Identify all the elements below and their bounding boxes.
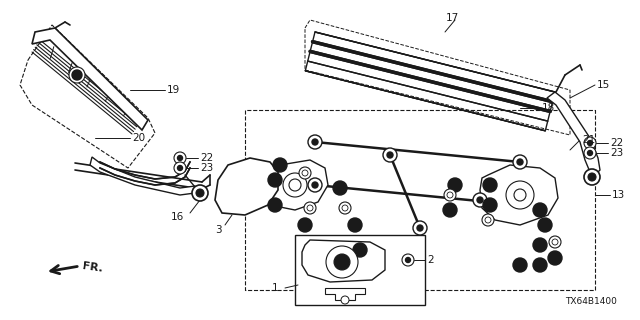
Circle shape [513, 155, 527, 169]
Circle shape [326, 246, 358, 278]
Circle shape [473, 193, 487, 207]
Circle shape [552, 239, 558, 245]
Circle shape [342, 205, 348, 211]
Polygon shape [305, 32, 555, 131]
Circle shape [177, 156, 182, 161]
Text: 23: 23 [200, 163, 213, 173]
Circle shape [448, 178, 462, 192]
Circle shape [588, 140, 593, 146]
Polygon shape [295, 235, 425, 305]
Circle shape [514, 189, 526, 201]
Circle shape [69, 67, 85, 83]
Circle shape [443, 203, 457, 217]
Text: 2: 2 [427, 255, 434, 265]
Circle shape [298, 218, 312, 232]
Circle shape [72, 70, 82, 80]
Circle shape [387, 152, 393, 158]
Circle shape [268, 173, 282, 187]
Text: FR.: FR. [82, 260, 104, 273]
Circle shape [402, 254, 414, 266]
Circle shape [341, 296, 349, 304]
Circle shape [584, 137, 596, 149]
Circle shape [533, 258, 547, 272]
Circle shape [308, 135, 322, 149]
Circle shape [406, 258, 410, 262]
Circle shape [174, 162, 186, 174]
Text: 22: 22 [200, 153, 213, 163]
Polygon shape [32, 28, 148, 130]
Circle shape [192, 185, 208, 201]
Circle shape [413, 221, 427, 235]
Text: 18: 18 [542, 103, 556, 113]
Polygon shape [260, 160, 328, 210]
Polygon shape [547, 92, 600, 175]
Text: 21: 21 [582, 135, 595, 145]
Text: 17: 17 [445, 13, 459, 23]
Polygon shape [302, 240, 385, 282]
Text: 20: 20 [132, 133, 145, 143]
Polygon shape [325, 288, 365, 300]
Circle shape [348, 218, 362, 232]
Text: 16: 16 [171, 212, 184, 222]
Circle shape [588, 173, 596, 181]
Circle shape [268, 198, 282, 212]
Text: 1: 1 [271, 283, 278, 293]
Circle shape [196, 189, 204, 197]
Circle shape [584, 169, 600, 185]
Circle shape [383, 148, 397, 162]
Circle shape [302, 170, 308, 176]
Circle shape [312, 139, 318, 145]
Circle shape [299, 167, 311, 179]
Polygon shape [480, 165, 558, 225]
Circle shape [485, 217, 491, 223]
Polygon shape [215, 158, 278, 215]
Circle shape [273, 158, 287, 172]
Text: 13: 13 [612, 190, 625, 200]
Text: 15: 15 [597, 80, 611, 90]
Circle shape [482, 214, 494, 226]
Circle shape [538, 218, 552, 232]
Circle shape [588, 150, 593, 156]
Circle shape [483, 178, 497, 192]
Circle shape [506, 181, 534, 209]
Circle shape [353, 243, 367, 257]
Circle shape [584, 147, 596, 159]
Circle shape [444, 189, 456, 201]
Text: 19: 19 [167, 85, 180, 95]
Circle shape [513, 258, 527, 272]
Circle shape [549, 236, 561, 248]
Circle shape [339, 202, 351, 214]
Circle shape [177, 165, 182, 171]
Circle shape [417, 225, 423, 231]
Circle shape [73, 71, 81, 79]
Circle shape [483, 198, 497, 212]
Text: 3: 3 [214, 225, 221, 235]
Circle shape [283, 173, 307, 197]
Circle shape [334, 254, 350, 270]
Text: 23: 23 [610, 148, 623, 158]
Circle shape [174, 152, 186, 164]
Circle shape [307, 205, 313, 211]
Circle shape [517, 159, 523, 165]
Circle shape [548, 251, 562, 265]
Text: TX64B1400: TX64B1400 [565, 297, 617, 306]
Circle shape [312, 182, 318, 188]
Circle shape [533, 238, 547, 252]
Circle shape [447, 192, 453, 198]
Circle shape [289, 179, 301, 191]
Circle shape [477, 197, 483, 203]
Polygon shape [90, 157, 195, 195]
Circle shape [308, 178, 322, 192]
Circle shape [533, 203, 547, 217]
Text: 22: 22 [610, 138, 623, 148]
Circle shape [333, 181, 347, 195]
Circle shape [304, 202, 316, 214]
